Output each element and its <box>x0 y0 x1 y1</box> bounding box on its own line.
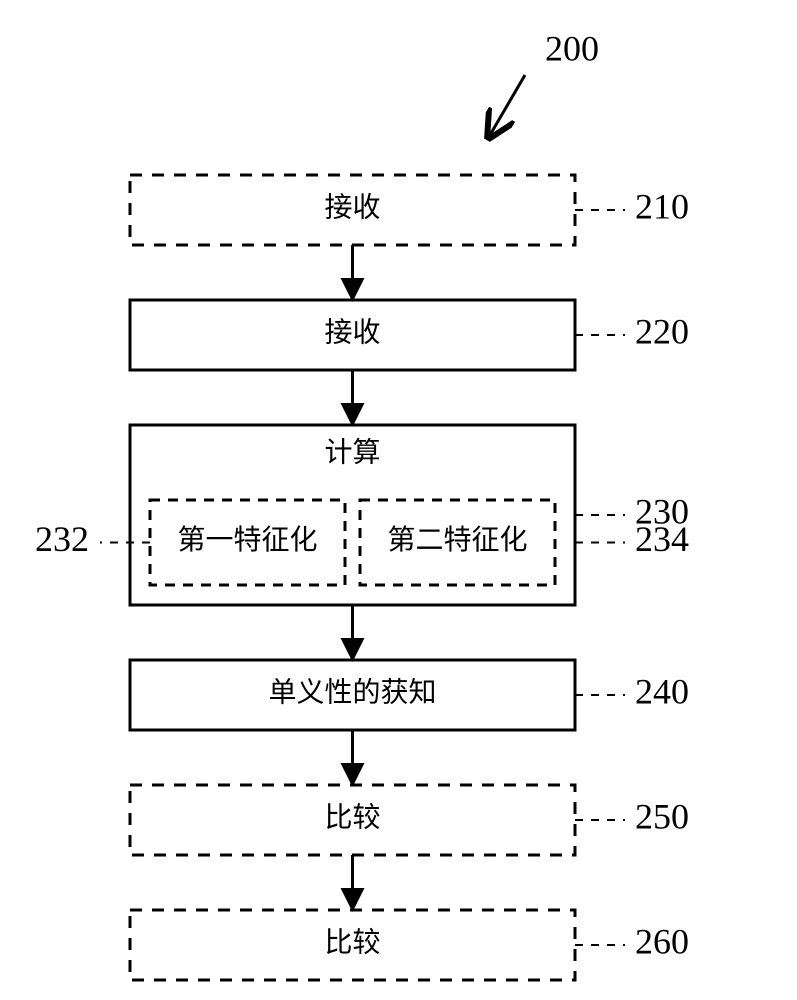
figure-ref-label: 200 <box>545 28 599 68</box>
flow-box-label-b232: 第一特征化 <box>177 524 317 556</box>
flow-box-label-b234: 第二特征化 <box>387 524 527 556</box>
ref-label-b250: 250 <box>635 796 689 836</box>
flow-box-label-b220: 接收 <box>324 316 380 348</box>
ref-label-b240: 240 <box>635 671 689 711</box>
ref-label-b260: 260 <box>635 921 689 961</box>
flow-box-label-b230: 计算 <box>324 436 380 468</box>
flowchart: 200接收210接收220计算230第一特征化232第二特征化234单义性的获知… <box>0 0 797 1000</box>
ref-label-b232: 232 <box>35 519 89 559</box>
flow-box-label-b210: 接收 <box>324 191 380 223</box>
ref-label-b220: 220 <box>635 311 689 351</box>
figure-ref-arrow <box>490 75 525 135</box>
ref-label-b210: 210 <box>635 186 689 226</box>
ref-label-b234: 234 <box>635 519 689 559</box>
flow-box-label-b260: 比较 <box>324 926 380 958</box>
flow-box-label-b240: 单义性的获知 <box>268 676 436 708</box>
flow-box-label-b250: 比较 <box>324 801 380 833</box>
